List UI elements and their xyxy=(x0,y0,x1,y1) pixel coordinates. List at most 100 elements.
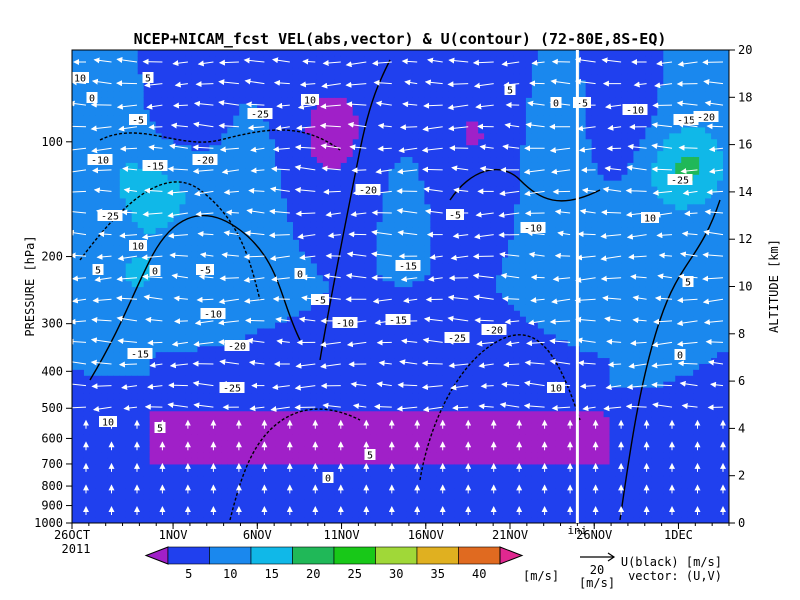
field-cell xyxy=(304,191,312,199)
field-cell xyxy=(185,168,193,175)
field-cell xyxy=(394,292,402,299)
field-cell xyxy=(322,286,330,294)
field-cell xyxy=(358,191,366,199)
field-cell xyxy=(281,416,288,424)
field-cell xyxy=(310,369,318,376)
field-cell xyxy=(72,251,79,258)
field-cell xyxy=(239,428,246,435)
field-cell xyxy=(340,357,348,364)
field-cell xyxy=(370,310,378,317)
field-cell xyxy=(382,517,390,523)
field-cell xyxy=(239,452,246,459)
field-cell xyxy=(257,457,264,465)
field-cell xyxy=(191,209,199,217)
field-cell xyxy=(388,103,396,110)
field-cell xyxy=(364,475,372,483)
field-cell xyxy=(328,97,336,104)
field-cell xyxy=(149,428,157,435)
field-cell xyxy=(167,55,175,63)
field-cell xyxy=(340,304,348,311)
field-cell xyxy=(89,404,97,412)
field-cell xyxy=(215,61,222,69)
field-cell xyxy=(281,73,288,81)
field-cell xyxy=(131,333,139,341)
field-cell xyxy=(101,357,109,364)
field-cell xyxy=(316,150,324,158)
field-cell xyxy=(436,73,443,81)
field-cell xyxy=(191,109,199,116)
field-cell xyxy=(418,375,425,382)
field-cell xyxy=(227,511,234,518)
field-cell xyxy=(251,233,258,240)
field-cell xyxy=(89,174,97,181)
field-cell xyxy=(418,363,425,370)
field-cell xyxy=(298,168,306,175)
field-cell xyxy=(394,357,402,364)
field-cell xyxy=(394,333,402,341)
field-cell xyxy=(316,345,324,353)
field-cell xyxy=(412,85,420,92)
field-cell xyxy=(328,168,336,175)
field-cell xyxy=(269,416,276,424)
field-cell xyxy=(275,61,282,69)
field-cell xyxy=(304,256,312,264)
field-cell xyxy=(406,50,414,57)
field-cell xyxy=(352,369,360,376)
field-cell xyxy=(269,452,276,459)
field-cell xyxy=(334,245,342,252)
field-cell xyxy=(304,404,312,412)
field-cell xyxy=(179,185,187,193)
field-cell xyxy=(328,79,336,87)
field-cell xyxy=(292,256,300,264)
field-cell xyxy=(251,487,258,495)
field-cell xyxy=(358,292,366,299)
field-cell xyxy=(107,138,115,146)
field-cell xyxy=(275,180,282,187)
field-cell xyxy=(113,505,121,512)
field-cell xyxy=(77,286,85,294)
field-cell xyxy=(227,463,234,471)
field-cell xyxy=(203,392,210,400)
field-cell xyxy=(310,457,318,465)
field-cell xyxy=(95,174,103,181)
field-cell xyxy=(161,227,169,234)
field-cell xyxy=(245,434,252,441)
field-cell xyxy=(149,132,157,140)
field-cell xyxy=(334,262,342,270)
field-cell xyxy=(269,156,276,163)
field-cell xyxy=(227,262,234,270)
field-cell xyxy=(137,180,145,187)
field-cell xyxy=(364,304,372,311)
field-cell xyxy=(215,144,222,152)
field-cell xyxy=(352,274,360,282)
field-cell xyxy=(436,245,443,252)
field-cell xyxy=(292,162,300,169)
field-cell xyxy=(376,126,384,134)
field-cell xyxy=(203,446,210,453)
field-cell xyxy=(191,446,199,453)
field-cell xyxy=(316,404,324,412)
field-cell xyxy=(328,233,336,240)
field-cell xyxy=(281,239,288,246)
field-cell xyxy=(143,156,151,163)
field-cell xyxy=(340,505,348,512)
field-cell xyxy=(119,422,127,429)
field-cell xyxy=(328,120,336,128)
field-cell xyxy=(328,256,336,264)
field-cell xyxy=(316,475,324,483)
field-cell xyxy=(137,440,145,447)
field-cell xyxy=(101,191,109,199)
field-cell xyxy=(424,239,431,246)
field-cell xyxy=(101,381,109,388)
field-cell xyxy=(292,375,300,382)
field-cell xyxy=(442,452,449,459)
field-cell xyxy=(239,316,246,323)
field-cell xyxy=(167,156,175,163)
field-cell xyxy=(298,457,306,465)
field-cell xyxy=(119,381,127,388)
field-cell xyxy=(72,446,79,453)
field-cell xyxy=(191,97,199,104)
field-cell xyxy=(131,79,139,87)
field-cell xyxy=(233,233,240,240)
field-cell xyxy=(191,469,199,477)
